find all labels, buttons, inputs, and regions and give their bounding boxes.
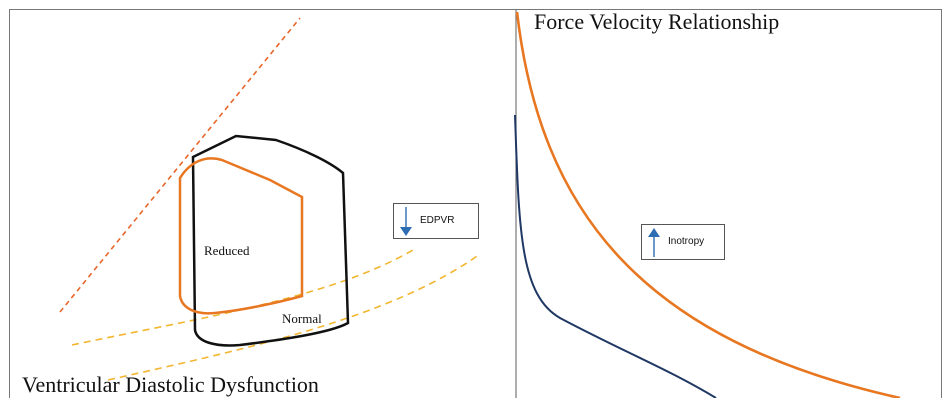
diastolic-dysfunction-title: Ventricular Diastolic Dysfunction xyxy=(22,372,319,397)
reduced-loop-label: Reduced xyxy=(204,243,250,258)
inotropy-label: Inotropy xyxy=(668,236,705,247)
force-velocity-title: Force Velocity Relationship xyxy=(534,9,780,34)
espvr-dashed-line xyxy=(59,17,301,313)
reduced-pv-loop xyxy=(178,157,304,315)
figure-frame xyxy=(9,9,942,398)
arrow-up-icon xyxy=(648,228,660,257)
inotropy-callout: Inotropy xyxy=(641,224,725,260)
fv-curve-increased-inotropy xyxy=(515,11,901,398)
arrow-down-icon xyxy=(400,207,412,236)
edpvr-callout: EDPVR xyxy=(393,203,479,239)
edpvr-curve-normal xyxy=(107,253,481,381)
normal-pv-loop xyxy=(191,134,350,347)
edpvr-curve-reduced xyxy=(71,249,414,346)
edpvr-label: EDPVR xyxy=(420,215,455,226)
normal-loop-label: Normal xyxy=(282,311,322,326)
fv-curve-baseline xyxy=(514,114,717,398)
